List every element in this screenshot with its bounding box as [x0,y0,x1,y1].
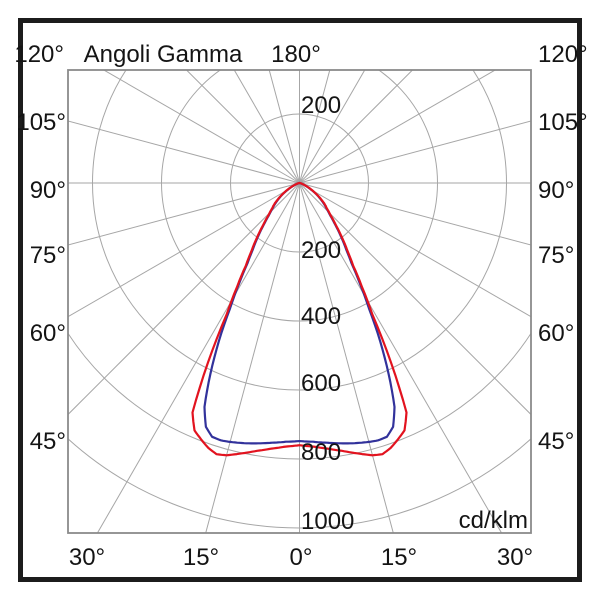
angle-label-bottom-30-right: 30° [496,544,534,571]
radial-label-200: 200 [301,237,342,264]
outer-frame [18,18,582,582]
curve-red [191,181,408,457]
angle-label-right-105: 105° [538,109,588,136]
angle-label-180: 180° [271,41,321,68]
radial-label-600: 600 [301,370,342,397]
angle-label-left-60: 60° [29,320,66,347]
unit-label: cd/klm [458,507,528,534]
radial-label-800: 800 [301,439,342,466]
angle-label-bottom-15-left: 15° [182,544,220,571]
angle-label-bottom-30-left: 30° [68,544,106,571]
angle-label-bottom-15-right: 15° [380,544,418,571]
angle-label-bottom-0: 0° [289,544,313,571]
radial-label-1000: 1000 [301,508,355,535]
angle-label-right-75: 75° [538,242,575,269]
radial-label-upper-200: 200 [301,92,342,119]
angle-label-120-right: 120° [538,41,588,68]
angle-label-right-45: 45° [538,428,575,455]
angle-label-left-45: 45° [29,428,66,455]
angle-label-left-90: 90° [29,177,66,204]
chart-title: Angoli Gamma [83,41,243,68]
radial-label-400: 400 [301,303,342,330]
angle-label-right-60: 60° [538,320,575,347]
angle-label-left-75: 75° [29,242,66,269]
angle-label-right-90: 90° [538,177,575,204]
angle-label-120-left: 120° [14,41,64,68]
angle-label-left-105: 105° [16,109,66,136]
